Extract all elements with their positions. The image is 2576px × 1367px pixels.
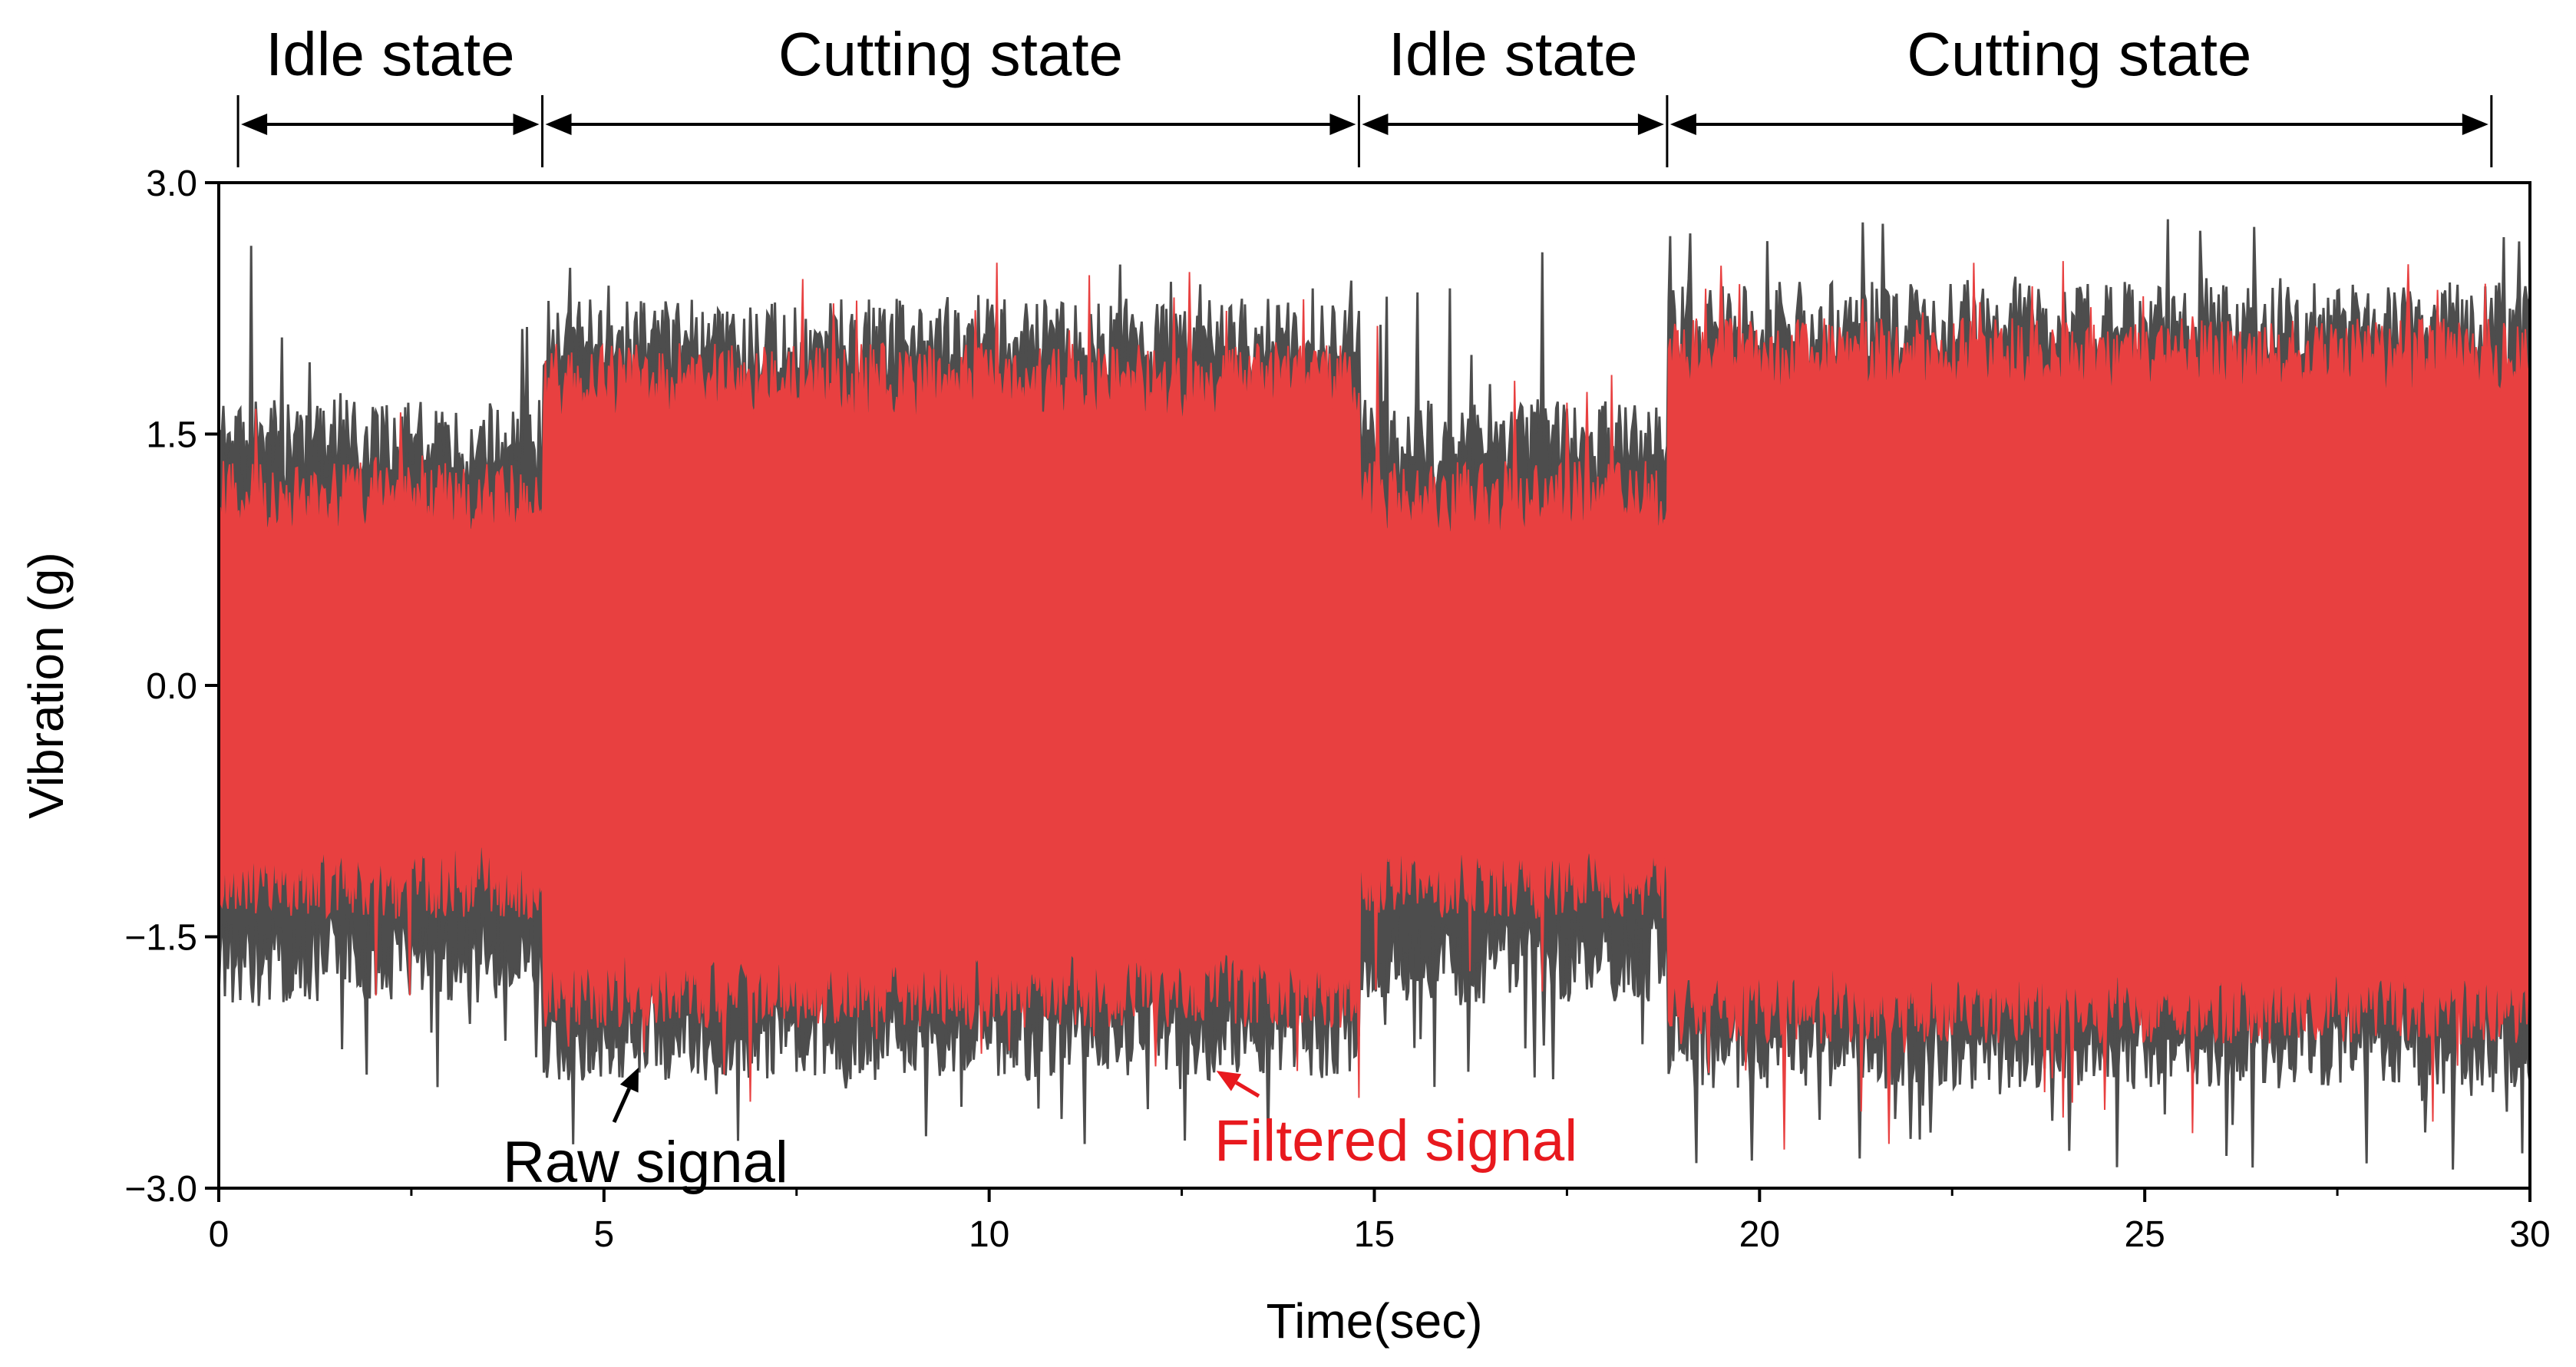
state-span: Cutting state: [1669, 20, 2488, 135]
y-tick-label: −1.5: [124, 918, 197, 959]
state-annotations: Idle state Cutting state Idle state Cutting…: [236, 20, 2493, 167]
y-tick-label: 0.0: [146, 666, 197, 707]
y-tick-label: 3.0: [146, 163, 197, 204]
state-span: Idle state: [241, 20, 540, 135]
x-tick-label: 30: [2509, 1214, 2550, 1255]
raw-signal-label: Raw signal: [503, 1130, 788, 1195]
x-tick-label: 20: [1739, 1214, 1780, 1255]
x-axis-title: Time(sec): [1266, 1293, 1482, 1349]
ticks-layer: 0 5 10 15 20 25 30 −3.0 −1.5 0.0 1.5 3.0: [124, 163, 2550, 1255]
state-label: Idle state: [1389, 20, 1638, 88]
state-label: Idle state: [266, 20, 515, 88]
x-tick-label: 10: [969, 1214, 1009, 1255]
x-tick-label: 5: [593, 1214, 614, 1255]
signal-annotations: Raw signal Filtered signal: [503, 1067, 1577, 1195]
signal-layer: [217, 219, 2531, 1170]
x-tick-label: 15: [1354, 1214, 1395, 1255]
state-span: Cutting state: [545, 20, 1356, 135]
y-tick-label: 1.5: [146, 415, 197, 456]
y-axis-title: Vibration (g): [18, 552, 74, 818]
raw-signal-arrow: [612, 1067, 639, 1124]
filtered-signal-arrow: [1216, 1071, 1260, 1098]
y-tick-label: −3.0: [124, 1169, 197, 1210]
x-tick-label: 0: [209, 1214, 230, 1255]
state-span: Idle state: [1362, 20, 1664, 135]
state-label: Cutting state: [778, 20, 1123, 88]
filtered-signal-label: Filtered signal: [1214, 1108, 1577, 1174]
state-label: Cutting state: [1907, 20, 2251, 88]
x-tick-label: 25: [2124, 1214, 2165, 1255]
